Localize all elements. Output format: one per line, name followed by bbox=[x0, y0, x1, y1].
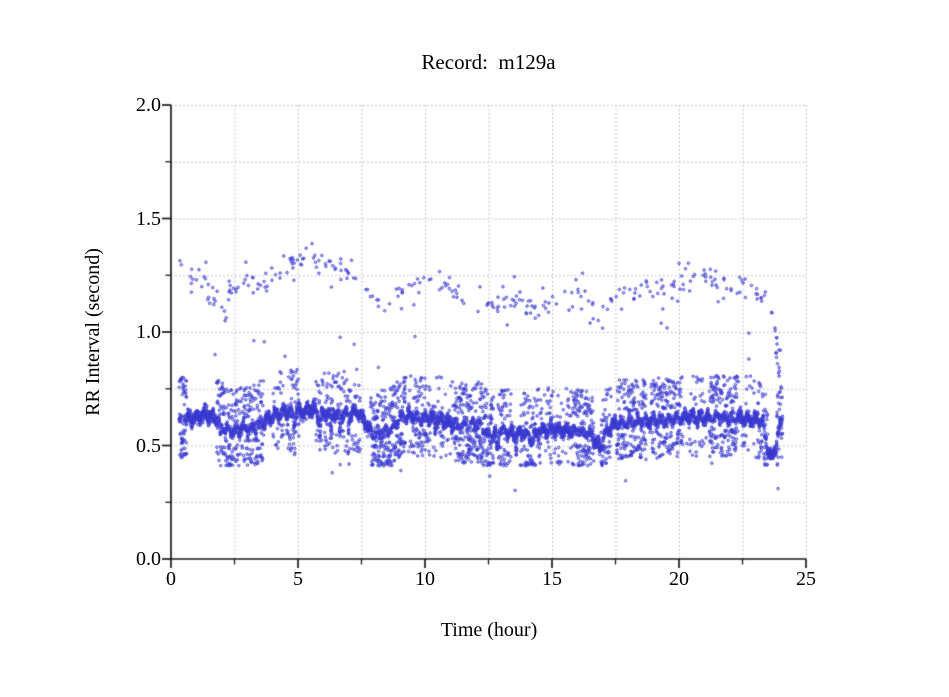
y-tick-label: 0.0 bbox=[136, 548, 161, 570]
x-tick-label: 15 bbox=[542, 568, 562, 590]
y-tick-label: 0.5 bbox=[136, 434, 161, 457]
x-tick-label: 20 bbox=[669, 568, 689, 590]
y-tick-label: 1.5 bbox=[136, 207, 161, 230]
x-axis-title: Time (hour) bbox=[440, 619, 538, 641]
chart-title: Record: m129a bbox=[421, 50, 556, 74]
y-tick-label: 2.0 bbox=[136, 94, 161, 116]
x-tick-label: 10 bbox=[415, 568, 435, 590]
x-tick-label: 0 bbox=[166, 568, 176, 590]
x-tick-label: 5 bbox=[293, 568, 303, 590]
y-tick-label: 1.0 bbox=[136, 321, 161, 343]
x-tick-label: 25 bbox=[796, 568, 816, 590]
